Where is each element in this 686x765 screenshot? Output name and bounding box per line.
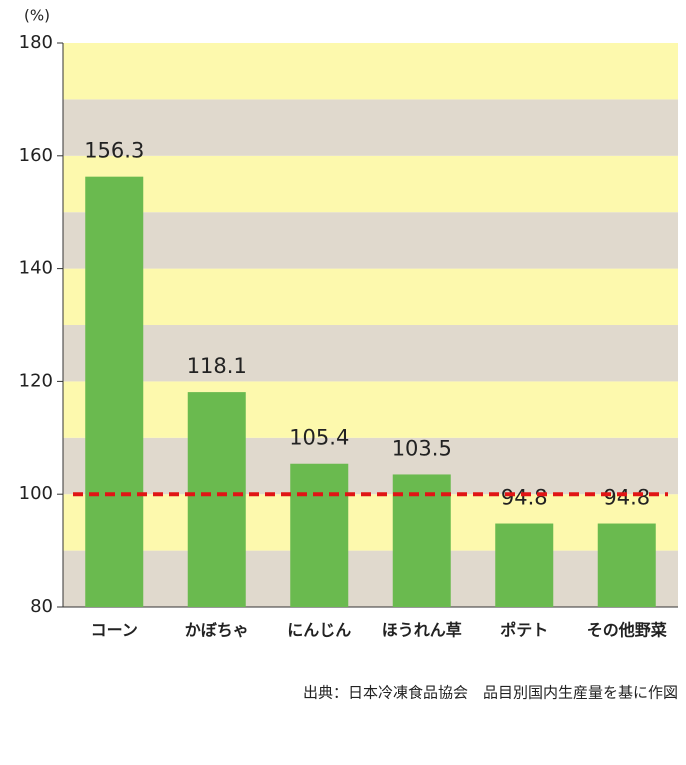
y-tick-label: 180 (19, 32, 53, 53)
background-band (63, 43, 678, 100)
value-label: 103.5 (392, 436, 452, 460)
y-tick-label: 140 (19, 258, 53, 279)
x-tick-label: ほうれん草 (382, 621, 462, 640)
x-tick-label: その他野菜 (587, 621, 667, 640)
y-tick-label: 120 (19, 370, 53, 391)
bar (392, 474, 451, 607)
value-label: 94.8 (501, 486, 548, 510)
y-unit: (%) (24, 7, 50, 25)
x-tick-label: にんじん (287, 621, 351, 640)
bar (187, 392, 246, 607)
background-band (63, 212, 678, 269)
background-band (63, 268, 678, 325)
value-label: 105.4 (289, 426, 349, 450)
y-tick-label: 160 (19, 145, 53, 166)
background-band (63, 325, 678, 382)
y-tick-label: 100 (19, 483, 53, 504)
bar (290, 463, 349, 607)
background-band (63, 494, 678, 551)
value-label: 118.1 (187, 354, 247, 378)
value-label: 156.3 (84, 139, 144, 163)
value-label: 94.8 (603, 486, 650, 510)
background-band (63, 381, 678, 438)
y-tick-label: 80 (30, 596, 53, 617)
background-band (63, 437, 678, 495)
source-note: 出典：日本冷凍食品協会 品目別国内生産量を基に作図 (303, 684, 678, 702)
x-tick-label: かぼちゃ (185, 621, 249, 640)
background-band (63, 550, 678, 607)
bar (597, 523, 656, 607)
x-tick-label: ポテト (500, 621, 548, 640)
bar (495, 523, 554, 607)
background-band (63, 155, 678, 213)
x-tick-label: コーン (91, 621, 138, 640)
bar (85, 176, 144, 607)
background-band (63, 99, 678, 156)
